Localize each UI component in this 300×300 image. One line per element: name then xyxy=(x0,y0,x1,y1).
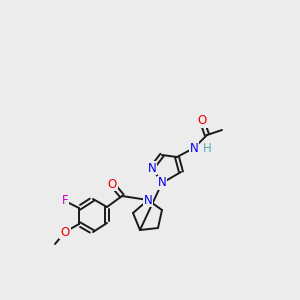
Text: H: H xyxy=(202,142,211,154)
Text: N: N xyxy=(158,176,166,190)
Text: O: O xyxy=(197,115,207,128)
Text: F: F xyxy=(62,194,68,208)
Text: O: O xyxy=(107,178,117,190)
Text: N: N xyxy=(190,142,198,154)
Text: O: O xyxy=(60,226,70,238)
Text: N: N xyxy=(144,194,152,206)
Text: N: N xyxy=(148,161,156,175)
